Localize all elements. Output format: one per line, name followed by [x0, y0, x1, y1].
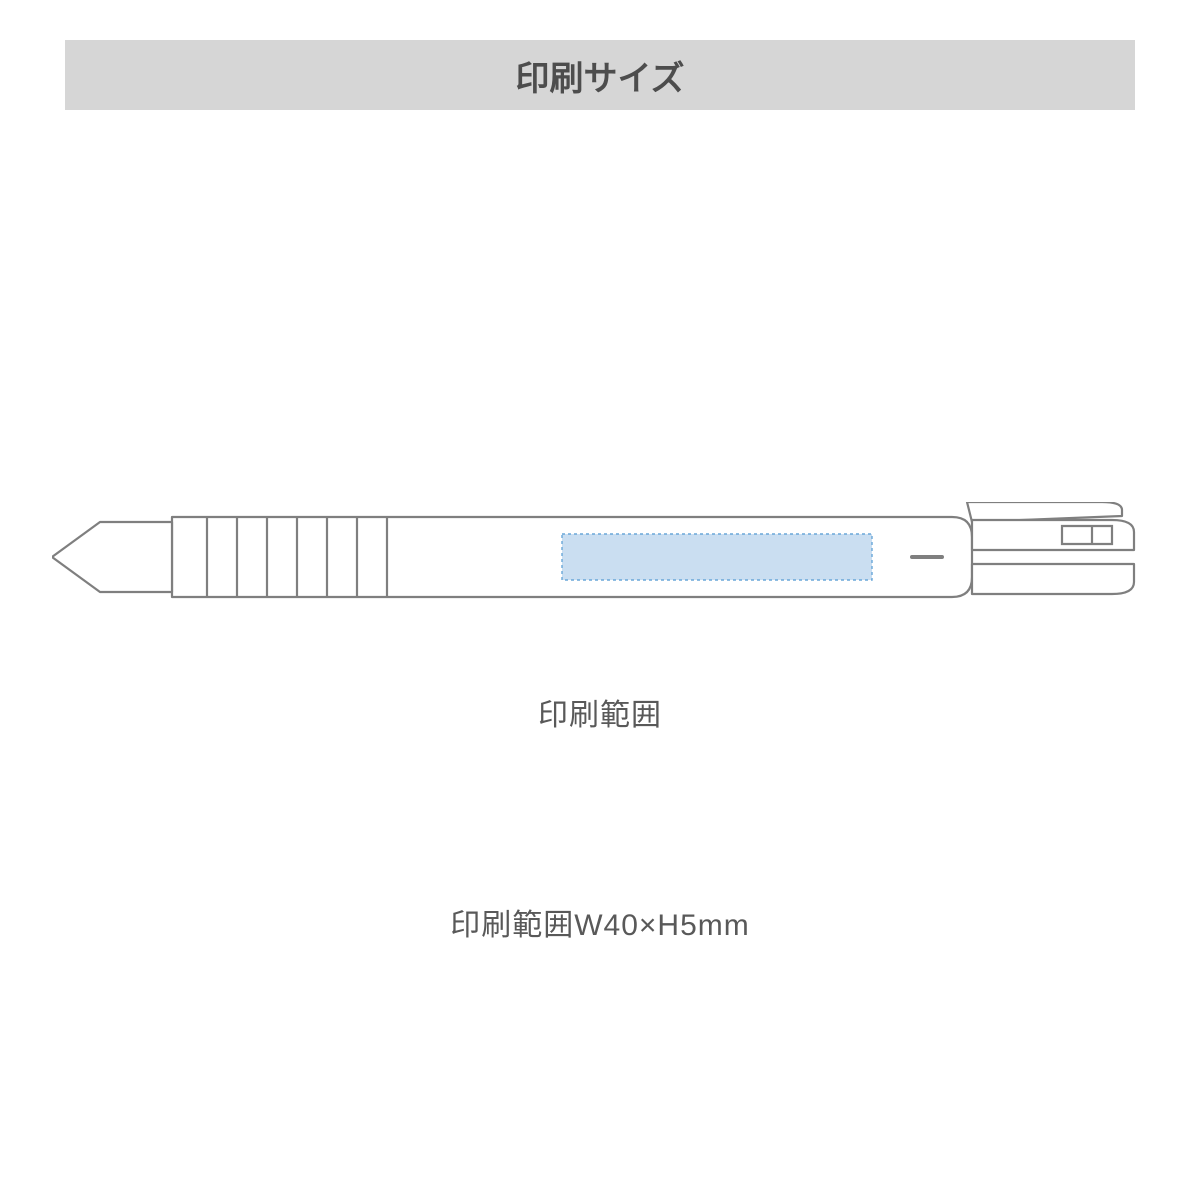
print-area-label-text: 印刷範囲	[538, 699, 662, 732]
header-title-text: 印刷サイズ	[516, 51, 685, 100]
pen-svg	[52, 502, 1148, 612]
print-area-dimensions-text: 印刷範囲W40×H5mm	[450, 909, 750, 942]
print-area-label: 印刷範囲	[0, 690, 1200, 734]
pen-diagram	[52, 502, 1148, 612]
header-title-bar: 印刷サイズ	[65, 40, 1135, 110]
print-area-dimensions: 印刷範囲W40×H5mm	[0, 900, 1200, 944]
canvas: 印刷サイズ 印刷範囲 印刷範囲W40×H5mm	[0, 0, 1200, 1200]
